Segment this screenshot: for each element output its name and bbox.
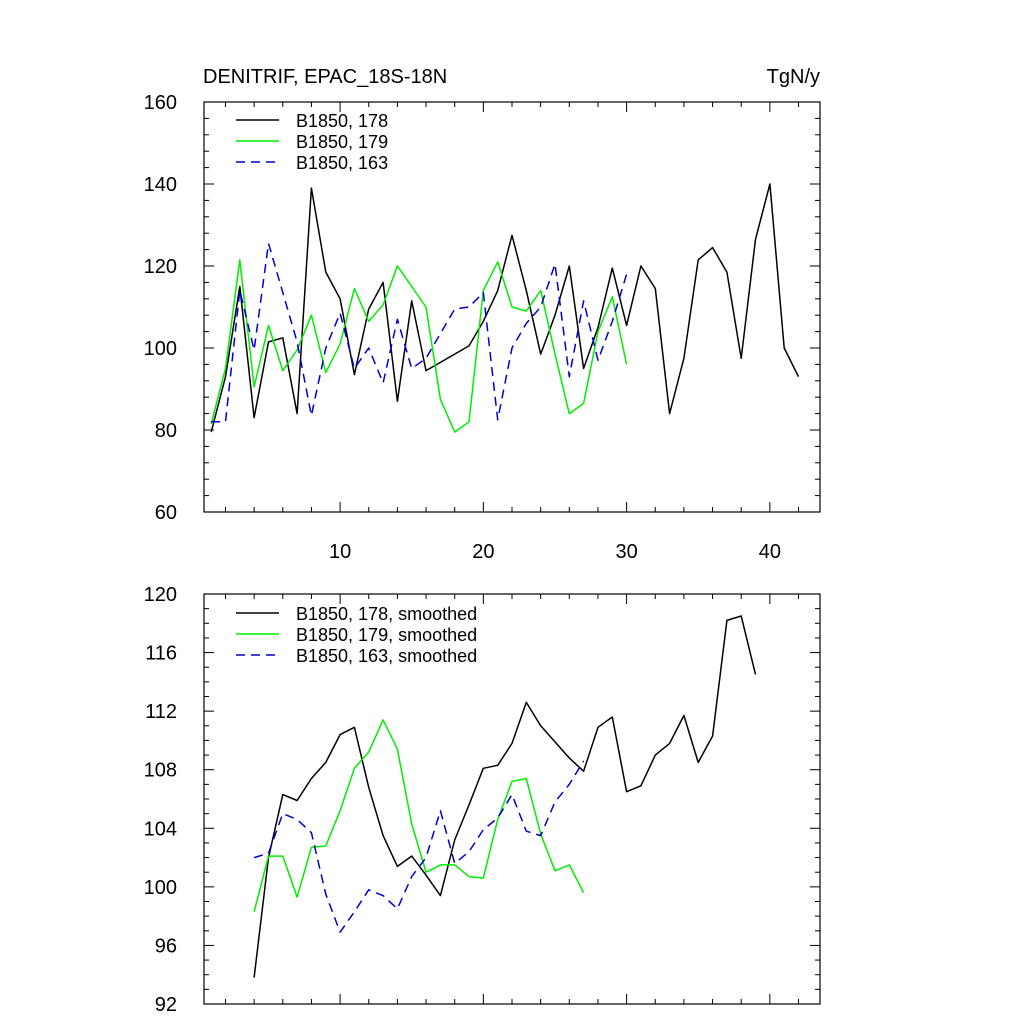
y-tick-label: 160 [144, 92, 177, 114]
legend-label: B1850, 179, smoothed [296, 625, 477, 645]
y-tick-label: 120 [144, 584, 177, 606]
y-tick-label: 116 [145, 643, 177, 665]
chart-title: DENITRIF, EPAC_18S-18N [203, 66, 447, 88]
series-line-2 [253, 719, 585, 912]
y-tick-label: 100 [144, 877, 177, 899]
series-line-1 [210, 183, 800, 433]
series-line-1 [253, 615, 757, 978]
x-tick-label: 30 [615, 541, 637, 563]
y-tick-label: 112 [145, 701, 177, 723]
legend-label: B1850, 178 [296, 111, 388, 131]
y-tick-label: 96 [155, 935, 177, 957]
bottom-panel-smoothed: 92 96 100 104 108 112 116 120 B1850, 178, smooth… [144, 584, 821, 1016]
legend-label: B1850, 163 [296, 153, 388, 173]
y-tick-label: 108 [144, 760, 177, 782]
legend-label: B1850, 163, smoothed [296, 646, 477, 666]
legend-label: B1850, 178, smoothed [296, 604, 477, 624]
series-line-3 [253, 760, 585, 933]
y-tick-label: 100 [144, 338, 177, 360]
y-tick-label: 104 [144, 818, 177, 840]
units-label: TgN/y [767, 66, 820, 88]
y-tick-label: 60 [155, 502, 177, 524]
series-line-2 [210, 259, 628, 433]
y-tick-label: 80 [155, 420, 177, 442]
legend-label: B1850, 179 [296, 132, 388, 152]
series-line-3 [211, 242, 628, 423]
x-tick-label: 20 [472, 541, 494, 563]
y-tick-label: 140 [144, 174, 177, 196]
x-tick-label: 40 [759, 541, 781, 563]
y-tick-label: 120 [144, 256, 177, 278]
y-tick-label: 92 [155, 994, 177, 1016]
x-tick-label: 10 [329, 541, 351, 563]
